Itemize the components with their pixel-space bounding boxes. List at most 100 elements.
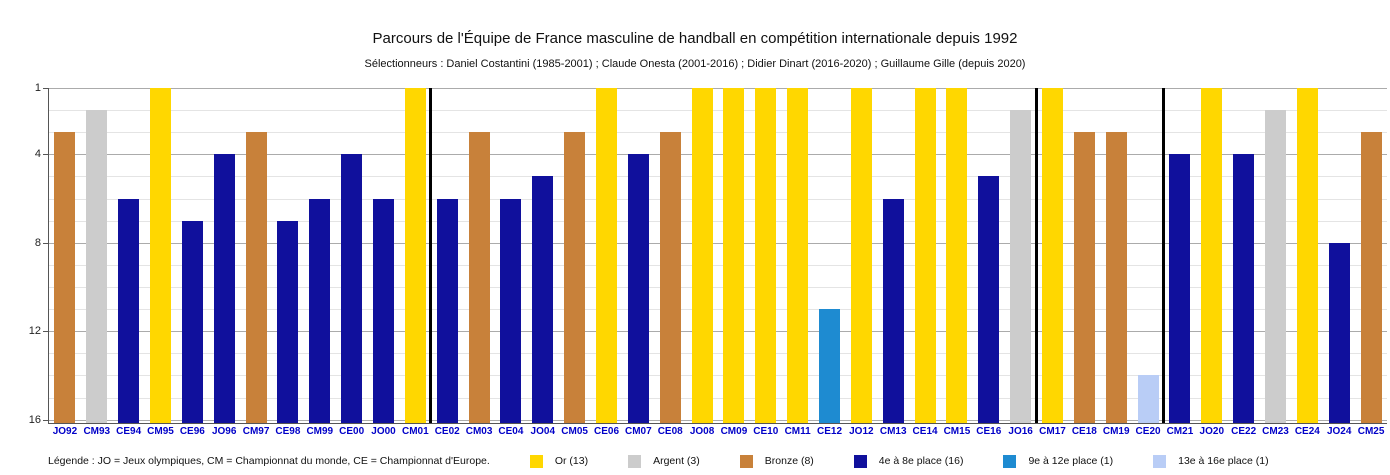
gridline-rank-16	[49, 419, 1387, 421]
bar-slot-CM21	[1164, 88, 1196, 423]
bar-CE14	[914, 88, 936, 423]
legend-label-bronze: Bronze (8)	[764, 455, 814, 467]
bar-JO20	[1201, 88, 1223, 423]
y-axis-tick-12	[43, 331, 49, 333]
chart-subtitle: Sélectionneurs : Daniel Costantini (1985…	[364, 58, 1026, 70]
legend-swatch-blue_pale	[1153, 454, 1167, 468]
gridline-rank-4	[49, 154, 1387, 156]
bar-slot-CE04	[495, 88, 527, 423]
bar-slot-JO00	[368, 88, 400, 423]
bar-slot-CM93	[81, 88, 113, 423]
bar-slot-CE14	[909, 88, 941, 423]
bar-slot-CM95	[145, 88, 177, 423]
bar-slot-CE02	[431, 88, 463, 423]
gridline-rank-14	[49, 375, 1387, 377]
x-axis-label-CM11: CM11	[784, 426, 811, 437]
bar-CE00	[341, 154, 363, 423]
bar-CM19	[1105, 132, 1127, 423]
bar-CM05	[564, 132, 586, 423]
x-axis-label-JO24: JO24	[1326, 426, 1352, 437]
y-axis-tick-1	[43, 88, 49, 89]
bar-slot-CM09	[718, 88, 750, 423]
x-axis-label-CE20: CE20	[1135, 426, 1161, 437]
x-axis-label-CE12: CE12	[816, 426, 843, 437]
bar-CE16	[978, 176, 1000, 423]
x-axis-label-CM07: CM07	[625, 426, 652, 437]
x-axis-label-CE94: CE94	[116, 426, 142, 437]
gridline-rank-1	[49, 88, 1387, 89]
plot-area: 1 4 8 12 16 JO92 CM93 CE94 CM95 CE96 JO96 CM97 CE98 C…	[29, 82, 1387, 437]
era-separator-after-CM01	[429, 88, 433, 423]
bar-slot-CM25	[1355, 88, 1387, 423]
gridline-rank-9	[49, 264, 1387, 266]
bar-slot-CE24	[1291, 88, 1323, 423]
bar-CM25	[1360, 132, 1382, 423]
x-axis-label-CE00: CE00	[339, 426, 365, 437]
x-axis-label-CM99: CM99	[306, 426, 334, 437]
x-axis-label-CM97: CM97	[242, 426, 270, 437]
x-axis-label-CM03: CM03	[465, 426, 493, 437]
legend-swatch-bronze	[739, 454, 753, 468]
x-axis-label-CM23: CM23	[1262, 426, 1289, 437]
bar-CE02	[436, 198, 458, 423]
legend-item-blue_pale: 13e à 16e place (1)	[1153, 454, 1269, 468]
gridline-rank-2	[49, 110, 1387, 112]
bar-JO24	[1328, 242, 1350, 423]
bar-slot-CM17	[1037, 88, 1069, 423]
bar-CE20	[1137, 375, 1159, 423]
bar-CM15	[946, 88, 968, 423]
bar-slot-JO16	[1005, 88, 1037, 423]
bar-slot-CM13	[877, 88, 909, 423]
x-axis-label-JO96: JO96	[211, 426, 237, 437]
x-axis-label-CM25: CM25	[1357, 426, 1385, 437]
gridline-rank-3	[49, 132, 1387, 134]
bar-CE96	[181, 220, 203, 423]
x-axis-label-JO16: JO16	[1008, 426, 1033, 437]
x-axis-label-CE06: CE06	[593, 426, 620, 437]
bar-slot-CE18	[1068, 88, 1100, 423]
legend-label-navy: 4e à 8e place (16)	[878, 455, 964, 467]
x-axis-label-CE22: CE22	[1231, 426, 1257, 437]
bar-JO12	[850, 88, 872, 423]
bar-CM23	[1264, 110, 1286, 423]
bar-slot-JO12	[845, 88, 877, 423]
legend-swatch-navy	[853, 454, 867, 468]
bar-CE22	[1233, 154, 1255, 423]
bar-slot-CE94	[113, 88, 145, 423]
bar-JO16	[1010, 110, 1032, 423]
bar-CM09	[723, 88, 745, 423]
y-axis-tick-16	[43, 419, 49, 421]
era-separator-after-JO16	[1034, 88, 1038, 423]
y-axis-label-1: 1	[34, 82, 41, 94]
legend-bar: Légende : JO = Jeux olympiques, CM = Cha…	[48, 451, 1378, 471]
x-axis-label-CM09: CM09	[720, 426, 748, 437]
x-axis-label-JO92: JO92	[52, 426, 78, 437]
x-axis-label-CM19: CM19	[1102, 426, 1130, 437]
legend-swatch-silver	[628, 454, 642, 468]
legend-item-blue_mid: 9e à 12e place (1)	[1003, 454, 1113, 468]
x-axis-label-CE14: CE14	[912, 426, 938, 437]
bar-slot-CE98	[272, 88, 304, 423]
bar-CM01	[404, 88, 426, 423]
bar-CM11	[787, 88, 809, 423]
bar-CE06	[595, 88, 617, 423]
x-axis-label-CE04: CE04	[498, 426, 524, 437]
bar-CM17	[1041, 88, 1063, 423]
legend-label-gold: Or (13)	[554, 455, 589, 467]
y-axis-label-12: 12	[28, 325, 41, 338]
bar-slot-JO96	[208, 88, 240, 423]
gridline-rank-15	[49, 397, 1387, 399]
bar-CM95	[149, 88, 171, 423]
x-axis-label-CE98: CE98	[275, 426, 301, 437]
legend-prefix-text: Légende : JO = Jeux olympiques, CM = Cha…	[48, 455, 490, 467]
bar-CE18	[1073, 132, 1095, 423]
x-axis-label-CE16: CE16	[976, 426, 1002, 437]
bar-slot-CM23	[1260, 88, 1292, 423]
gridline-rank-6	[49, 198, 1387, 200]
bar-slot-CE16	[973, 88, 1005, 423]
bar-slot-CE20	[1132, 88, 1164, 423]
legend-label-silver: Argent (3)	[653, 455, 700, 467]
bar-CM13	[882, 198, 904, 423]
bar-CM07	[627, 154, 649, 423]
x-axis-label-CE18: CE18	[1071, 426, 1097, 437]
